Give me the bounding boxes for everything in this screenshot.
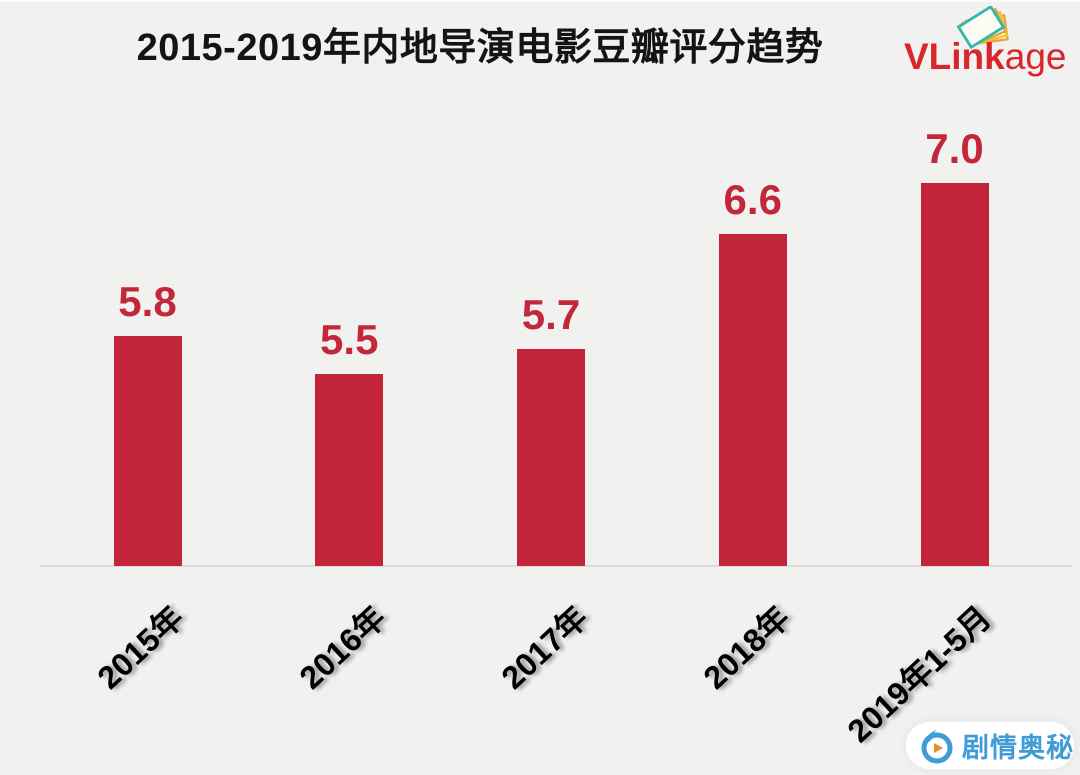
bar [920,183,989,566]
bar [113,336,182,566]
droplet-play-icon [921,729,953,763]
bar [718,234,787,566]
logo-text-regular: age [1004,36,1067,77]
bar-value-label: 5.5 [320,316,379,363]
vlinkage-logo: VLinkage [904,6,1067,78]
photo-stack-icon [956,6,1009,50]
bar-value-label: 5.7 [521,291,581,338]
chart-title: 2015-2019年内地导演电影豆瓣评分趋势 [136,27,824,69]
bar-value-label: 5.8 [118,278,177,325]
vlinkage-wordmark: VLinkage [904,36,1067,78]
bar-value-label: 7.0 [925,125,984,172]
x-axis-line [40,565,1072,567]
watermark-text: 剧情奥秘 [962,733,1074,763]
watermark-badge: 剧情奥秘 [905,721,1075,770]
x-tick-label: 2015年 [90,599,191,696]
x-tick-label: 2017年 [494,599,595,696]
logo-text-bold: VLink [904,36,1005,77]
x-tick-label: 2018年 [696,599,797,696]
bar [315,374,384,566]
bar [517,349,585,566]
x-tick-label: 2016年 [292,599,393,696]
bar-value-label: 6.6 [723,176,782,223]
